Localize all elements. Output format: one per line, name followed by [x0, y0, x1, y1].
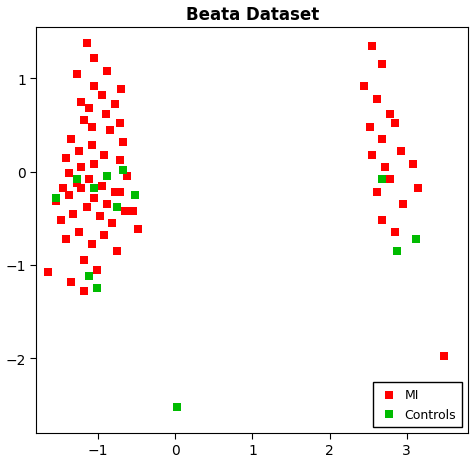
Point [368, 152, 376, 159]
Point [83, 204, 91, 211]
Point [77, 164, 85, 171]
Point [88, 143, 96, 150]
Point [114, 204, 121, 211]
Point [57, 217, 65, 225]
Point [173, 403, 181, 411]
Point [392, 120, 399, 127]
Point [91, 55, 98, 63]
Point [85, 105, 93, 113]
Point [412, 236, 420, 243]
Point [104, 68, 111, 75]
Point [121, 208, 129, 215]
Point [118, 87, 125, 94]
Point [98, 92, 106, 100]
Legend: MI, Controls: MI, Controls [373, 382, 462, 427]
Point [67, 278, 75, 286]
Point [374, 96, 381, 103]
Point [85, 176, 93, 183]
Point [81, 257, 88, 264]
Point [374, 189, 381, 196]
Point [409, 161, 417, 169]
Point [440, 353, 447, 360]
Point [75, 148, 82, 156]
Point [414, 185, 422, 193]
Point [83, 40, 91, 47]
Point [85, 273, 93, 280]
Point [116, 189, 124, 196]
Point [88, 124, 96, 131]
Point [81, 288, 88, 295]
Point [81, 117, 88, 125]
Point [62, 236, 70, 243]
Point [44, 269, 52, 276]
Point [114, 248, 121, 255]
Point [392, 229, 399, 237]
Point [77, 185, 85, 193]
Point [119, 139, 127, 146]
Point [394, 248, 401, 255]
Point [116, 157, 124, 165]
Point [65, 170, 73, 178]
Point [368, 43, 376, 50]
Title: Beata Dataset: Beata Dataset [186, 6, 319, 24]
Point [91, 185, 98, 193]
Point [104, 173, 111, 181]
Point [70, 211, 77, 218]
Point [397, 148, 404, 156]
Point [104, 173, 111, 181]
Point [102, 111, 109, 118]
Point [52, 198, 60, 206]
Point [116, 120, 124, 127]
Point [361, 83, 368, 90]
Point [98, 182, 106, 190]
Point [100, 232, 108, 239]
Point [119, 167, 127, 174]
Point [88, 241, 96, 249]
Point [124, 173, 131, 181]
Point [91, 83, 98, 90]
Point [91, 161, 98, 169]
Point [106, 126, 114, 134]
Point [100, 152, 108, 159]
Point [399, 201, 407, 208]
Point [93, 285, 100, 293]
Point [75, 229, 82, 237]
Point [131, 192, 139, 199]
Point [135, 226, 142, 234]
Point [67, 136, 75, 144]
Point [378, 136, 386, 144]
Point [111, 101, 119, 109]
Point [378, 217, 386, 225]
Point [104, 201, 111, 208]
Point [91, 194, 98, 202]
Point [62, 155, 70, 162]
Point [366, 124, 374, 131]
Point [73, 180, 81, 187]
Point [378, 176, 386, 183]
Point [386, 111, 393, 118]
Point [108, 220, 116, 227]
Point [96, 213, 103, 221]
Point [129, 208, 137, 215]
Point [386, 176, 393, 183]
Point [93, 266, 100, 274]
Point [77, 99, 85, 106]
Point [382, 164, 389, 171]
Point [60, 185, 67, 193]
Point [65, 192, 73, 199]
Point [378, 62, 386, 69]
Point [111, 189, 119, 196]
Point [52, 194, 60, 202]
Point [73, 176, 81, 183]
Point [73, 71, 81, 78]
